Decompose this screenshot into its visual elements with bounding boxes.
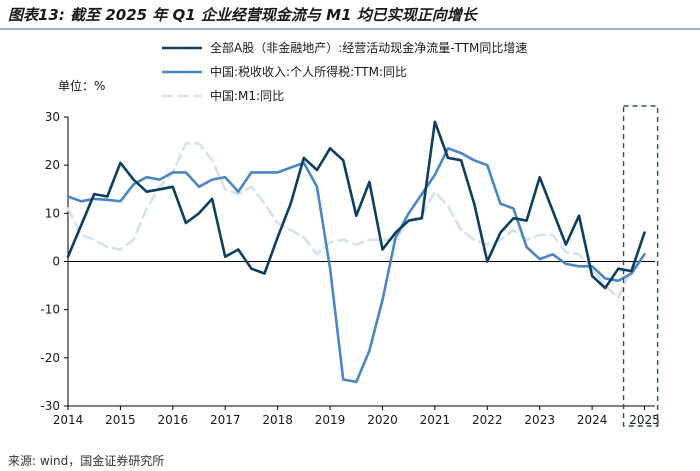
x-tick-label: 2023	[524, 413, 555, 427]
y-tick-label: 20	[45, 158, 60, 172]
x-tick-label: 2017	[210, 413, 241, 427]
x-tick-label: 2015	[105, 413, 136, 427]
x-tick-label: 2024	[577, 413, 608, 427]
legend-label-3: 中国:M1:同比	[210, 88, 284, 103]
legend-label-1: 全部A股（非金融地产）:经营活动现金净流量-TTM同比增速	[210, 40, 527, 55]
series-group	[66, 120, 646, 384]
y-tick-label: -30	[40, 399, 60, 413]
y-tick-label: -10	[40, 303, 60, 317]
series-line-3	[66, 142, 646, 299]
unit-label: 单位：%	[58, 78, 105, 93]
title-divider	[0, 28, 700, 30]
y-tick-label: 0	[52, 255, 60, 269]
figure-title: 图表13: 截至 2025 年 Q1 企业经营现金流与 M1 均已实现正向增长	[8, 6, 477, 24]
highlight-box	[622, 105, 659, 427]
x-tick-label: 2016	[158, 413, 189, 427]
y-tick-label: 10	[45, 206, 60, 220]
series-line-1	[66, 120, 646, 290]
x-tick-label: 2021	[420, 413, 451, 427]
source-note: 来源: wind，国金证券研究所	[8, 454, 165, 468]
x-tick-label: 2022	[472, 413, 503, 427]
legend-label-2: 中国:税收收入:个人所得税:TTM:同比	[210, 64, 407, 79]
x-tick-label: 2019	[315, 413, 346, 427]
highlight-box-group	[622, 105, 659, 427]
y-tick-label: -20	[40, 351, 60, 365]
line-chart: 全部A股（非金融地产）:经营活动现金净流量-TTM同比增速中国:税收收入:个人所…	[40, 40, 659, 427]
x-tick-label: 2014	[53, 413, 84, 427]
x-tick-label: 2025	[629, 413, 660, 427]
series-line-2	[66, 147, 646, 384]
legend: 全部A股（非金融地产）:经营活动现金净流量-TTM同比增速中国:税收收入:个人所…	[162, 40, 527, 103]
y-tick-label: 30	[45, 110, 60, 124]
x-tick-label: 2020	[367, 413, 398, 427]
x-tick-label: 2018	[262, 413, 293, 427]
